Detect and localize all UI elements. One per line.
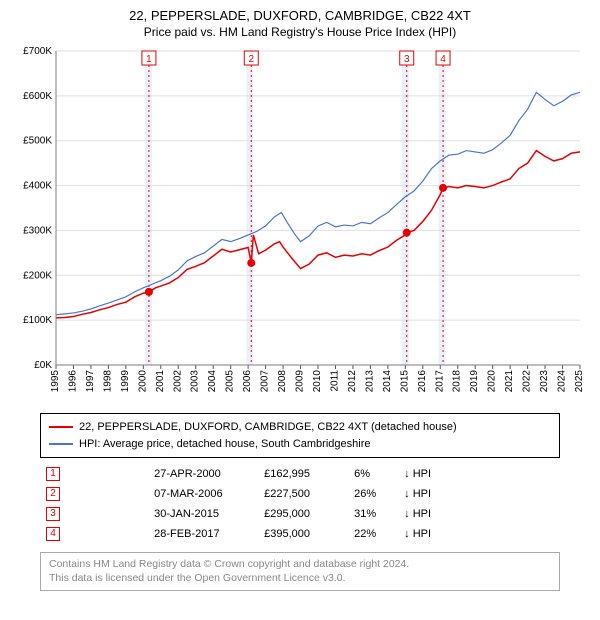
date-col: 30-JAN-2015 [148,504,258,524]
footer-line-1: Contains HM Land Registry data © Crown c… [49,558,551,572]
marker-number-box: 3 [46,507,60,521]
svg-text:2014: 2014 [382,370,393,393]
svg-text:£500K: £500K [23,136,52,147]
svg-text:2005: 2005 [225,370,236,393]
svg-text:2001: 2001 [155,370,166,393]
svg-text:2010: 2010 [312,370,323,393]
legend-row: HPI: Average price, detached house, Sout… [49,436,551,453]
legend-label: HPI: Average price, detached house, Sout… [79,436,370,453]
svg-text:2006: 2006 [242,370,253,393]
price-col: £295,000 [258,504,348,524]
svg-text:£100K: £100K [23,315,52,326]
legend-label: 22, PEPPERSLADE, DUXFORD, CAMBRIDGE, CB2… [79,419,457,436]
svg-text:2008: 2008 [277,370,288,393]
marker-number-box: 2 [46,487,60,501]
price-col: £162,995 [258,464,348,484]
svg-text:2024: 2024 [557,370,568,393]
svg-text:2020: 2020 [487,370,498,393]
svg-text:1998: 1998 [102,370,113,393]
svg-text:2007: 2007 [260,370,271,393]
vs-col: ↓ HPI [398,484,560,504]
svg-text:2025: 2025 [574,370,585,393]
table-row: 4 28-FEB-2017£395,00022%↓ HPI [40,524,560,544]
table-row: 1 27-APR-2000£162,9956%↓ HPI [40,464,560,484]
legend-swatch [49,426,73,428]
svg-text:1996: 1996 [67,370,78,393]
svg-text:£300K: £300K [23,225,52,236]
svg-text:2022: 2022 [522,370,533,393]
arrow-down-icon: ↓ [404,468,410,480]
vs-col: ↓ HPI [398,464,560,484]
svg-text:2017: 2017 [434,370,445,393]
svg-text:£200K: £200K [23,270,52,281]
vs-col: ↓ HPI [398,504,560,524]
marker-col: 2 [40,484,148,504]
date-col: 07-MAR-2006 [148,484,258,504]
chart-subtitle: Price paid vs. HM Land Registry's House … [10,25,590,39]
price-col: £395,000 [258,524,348,544]
table-row: 2 07-MAR-2006£227,50026%↓ HPI [40,484,560,504]
marker-col: 3 [40,504,148,524]
chart-plot-area: £0K £100K £200K £300K £400K £500K £600K £700K 19… [10,45,590,405]
price-col: £227,500 [258,484,348,504]
svg-text:2: 2 [248,54,254,65]
svg-text:2019: 2019 [469,370,480,393]
marker-number-box: 4 [46,527,60,541]
svg-text:1997: 1997 [85,370,96,393]
arrow-down-icon: ↓ [404,528,410,540]
table-row: 3 30-JAN-2015£295,00031%↓ HPI [40,504,560,524]
svg-text:2012: 2012 [347,370,358,393]
svg-text:3: 3 [404,54,410,65]
pct-col: 26% [348,484,398,504]
svg-text:£400K: £400K [23,181,52,192]
svg-text:£600K: £600K [23,91,52,102]
svg-text:2015: 2015 [399,370,410,393]
svg-text:2013: 2013 [364,370,375,393]
date-col: 28-FEB-2017 [148,524,258,544]
arrow-down-icon: ↓ [404,508,410,520]
svg-text:1: 1 [146,54,152,65]
line-chart-svg: £0K £100K £200K £300K £400K £500K £600K £700K 19… [10,45,590,405]
marker-col: 1 [40,464,148,484]
svg-text:1999: 1999 [120,370,131,393]
svg-text:2023: 2023 [539,370,550,393]
svg-text:4: 4 [440,54,446,65]
legend: 22, PEPPERSLADE, DUXFORD, CAMBRIDGE, CB2… [40,413,560,458]
svg-text:£700K: £700K [23,46,52,57]
svg-text:2003: 2003 [190,370,201,393]
sale-marker-table: 127-APR-2000£162,9956%↓ HPI207-MAR-2006£… [40,464,560,544]
pct-col: 22% [348,524,398,544]
legend-row: 22, PEPPERSLADE, DUXFORD, CAMBRIDGE, CB2… [49,419,551,436]
chart-title: 22, PEPPERSLADE, DUXFORD, CAMBRIDGE, CB2… [10,8,590,23]
date-col: 27-APR-2000 [148,464,258,484]
svg-text:2009: 2009 [295,370,306,393]
svg-text:2004: 2004 [207,370,218,393]
svg-text:1995: 1995 [50,370,61,393]
pct-col: 31% [348,504,398,524]
chart-container: 22, PEPPERSLADE, DUXFORD, CAMBRIDGE, CB2… [0,0,600,601]
svg-text:2016: 2016 [417,370,428,393]
svg-text:2000: 2000 [137,370,148,393]
svg-text:£0K: £0K [34,360,52,371]
marker-number-box: 1 [46,467,60,481]
footer-attribution: Contains HM Land Registry data © Crown c… [40,552,560,591]
svg-text:2018: 2018 [452,370,463,393]
svg-text:2002: 2002 [172,370,183,393]
arrow-down-icon: ↓ [404,488,410,500]
marker-col: 4 [40,524,148,544]
vs-col: ↓ HPI [398,524,560,544]
pct-col: 6% [348,464,398,484]
footer-line-2: This data is licensed under the Open Gov… [49,572,551,586]
legend-swatch [49,443,73,445]
svg-text:2011: 2011 [329,370,340,392]
svg-text:2021: 2021 [504,370,515,393]
